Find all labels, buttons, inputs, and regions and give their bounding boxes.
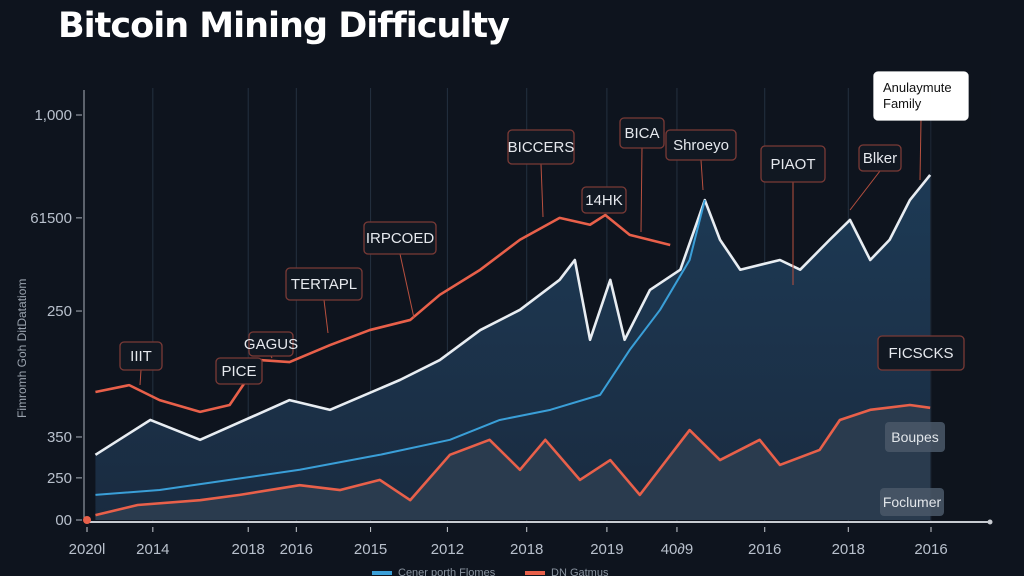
annotation-box <box>363 221 437 255</box>
annotation-label: 14HK <box>581 186 627 214</box>
upper-area <box>95 174 931 520</box>
series-line-blue <box>95 199 706 496</box>
x-tick-label: 2018 <box>510 541 543 558</box>
annotation-text: Shroeyo <box>673 137 729 154</box>
x-tick-label: 2020l <box>69 541 106 558</box>
annotation-leader <box>540 163 544 218</box>
x-tick-label: 2012 <box>431 541 464 558</box>
annotation-leader <box>139 369 142 386</box>
annotation-text: BICA <box>624 125 659 142</box>
legend-swatch <box>525 571 545 575</box>
annotation-label: PICE <box>215 357 263 385</box>
annotation-text: TERTAPL <box>291 276 357 293</box>
annotation-leader <box>323 299 329 334</box>
annotation-text: GAGUS <box>244 336 298 353</box>
lower-area <box>95 404 931 520</box>
areas <box>95 90 991 522</box>
annotation-box <box>285 267 363 301</box>
y-axis-label: Fimromh Goh DitDatatiom <box>15 279 29 418</box>
annotation-text: PICE <box>221 363 256 380</box>
chart-title: Bitcoin Mining Difficulty <box>58 6 510 46</box>
annotation-label: FICSCKS <box>877 335 965 371</box>
series-line-red_upper <box>95 213 671 414</box>
annotation-box <box>880 488 944 516</box>
x-tick-label: 2016 <box>748 541 781 558</box>
x-ticks: 2020l 2014 2018 2016 2015 2012 2018 2019 40∂9 201… <box>69 527 948 558</box>
annotation-leader <box>640 147 643 233</box>
annotation-leader <box>700 159 704 191</box>
legend-label: DN Gatmus <box>551 567 609 576</box>
y-tick-label: 350 <box>47 429 72 446</box>
annotation-text: Foclumer <box>883 494 942 510</box>
annotation-label: PIAOT <box>760 145 826 285</box>
annotation-leader <box>849 170 881 211</box>
y-tick-label: 00 <box>55 512 72 529</box>
annotation-box <box>885 422 945 452</box>
y-tick-label: 250 <box>47 303 72 320</box>
annotation-label: IRPCOED <box>363 221 437 319</box>
annotation-leader <box>399 253 415 319</box>
annotation-box <box>507 129 575 165</box>
legend-swatch <box>372 571 392 575</box>
annotation-label: IIIT <box>119 341 163 386</box>
x-tick-label: 2016 <box>280 541 313 558</box>
series-line-red_lower <box>95 403 931 517</box>
y-tick-label: 61500 <box>30 210 72 227</box>
y-tick-label: 250 <box>47 470 72 487</box>
x-tick-label: 40∂9 <box>661 541 693 558</box>
annotation-text: IRPCOED <box>366 230 435 247</box>
annotation-box <box>248 331 294 357</box>
y-tick-label: 1,000 <box>34 107 72 124</box>
origin-dot <box>83 516 91 524</box>
annotation-label: TERTAPL <box>285 267 363 334</box>
right-shade <box>931 90 991 522</box>
series-lines <box>94 174 932 517</box>
annotation-box <box>877 335 965 371</box>
x-axis-end <box>987 519 993 525</box>
annotation-text: BICCERS <box>508 139 575 156</box>
annotation-leader <box>919 119 922 181</box>
annotation-text-line: Family <box>883 96 922 111</box>
series-line-white <box>94 174 932 456</box>
annotation-box <box>665 129 737 161</box>
annotation-box <box>873 71 969 121</box>
x-tick-label: 2018 <box>232 541 265 558</box>
annotation-box <box>581 186 627 214</box>
x-tick-label: 2015 <box>354 541 387 558</box>
legend-label: Cener porth Flomes <box>398 567 496 576</box>
annotation-text: FICSCKS <box>888 345 953 362</box>
annotation-box <box>215 357 263 385</box>
annotation-box <box>858 144 902 172</box>
annotation-text: Anulaymute Family <box>883 80 952 111</box>
annotation-label: Anulaymute Family <box>873 71 969 181</box>
annotation-box <box>119 341 163 371</box>
annotation-label: Foclumer <box>880 488 944 516</box>
annotation-label: Boupes <box>885 422 945 452</box>
annotation-label: BICA <box>619 117 665 233</box>
annotation-text: Blker <box>863 150 897 167</box>
annotation-text: IIIT <box>130 348 152 365</box>
y-ticks: 00 250 350 250 61500 1,000 <box>30 107 82 529</box>
annotation-text: 14HK <box>585 192 623 209</box>
x-tick-label: 2016 <box>914 541 947 558</box>
annotation-label: BICCERS <box>507 129 575 218</box>
annotation-box <box>619 117 665 149</box>
x-tick-label: 2019 <box>590 541 623 558</box>
annotation-text: PIAOT <box>770 156 815 173</box>
annotation-label: GAGUS <box>244 331 298 359</box>
x-tick-label: 2014 <box>136 541 169 558</box>
annotation-box <box>760 145 826 183</box>
annotation-text: Boupes <box>891 429 938 445</box>
annotation-label: Blker <box>849 144 902 211</box>
x-tick-label: 2018 <box>832 541 865 558</box>
legend: Cener porth Flomes DN Gatmus <box>372 567 609 576</box>
annotation-text-line: Anulaymute <box>883 80 952 95</box>
annotations: IIIT PICE GAGUS TERTAPL IRPCOED BICCERS 14HK BI… <box>119 71 969 516</box>
annotation-label: Shroeyo <box>665 129 737 191</box>
